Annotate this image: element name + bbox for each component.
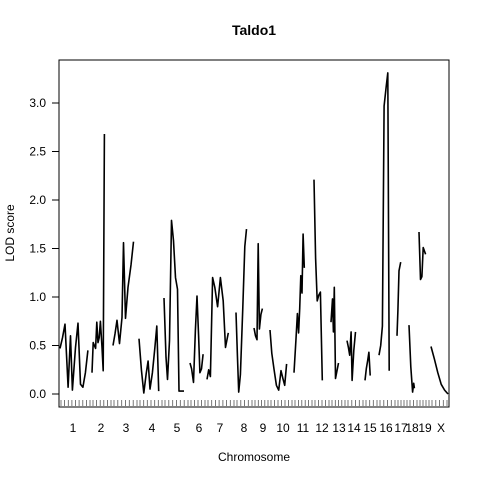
chromosome-label: 16	[379, 421, 393, 435]
chromosome-label: 2	[98, 421, 105, 435]
chromosome-label: 18	[405, 421, 419, 435]
y-tick-label: 2.5	[29, 145, 46, 159]
chromosome-label: 15	[363, 421, 377, 435]
chromosome-label: 6	[196, 421, 203, 435]
chromosome-label: 12	[315, 421, 329, 435]
chromosome-label: 13	[332, 421, 346, 435]
chromosome-label: 11	[297, 421, 310, 435]
y-tick-label: 0.0	[29, 387, 46, 401]
x-axis-label: Chromosome	[218, 450, 290, 464]
chromosome-label: X	[437, 421, 445, 435]
chromosome-label: 5	[174, 421, 181, 435]
chromosome-label: 19	[418, 421, 432, 435]
y-axis-label: LOD score	[3, 204, 17, 262]
y-tick-label: 1.5	[29, 242, 46, 256]
chromosome-label: 7	[217, 421, 224, 435]
chromosome-label: 10	[276, 421, 290, 435]
chromosome-label: 8	[241, 421, 248, 435]
chromosome-label: 1	[70, 421, 77, 435]
chromosome-label: 4	[149, 421, 156, 435]
y-tick-label: 2.0	[29, 193, 46, 207]
chart-title: Taldo1	[232, 22, 276, 38]
chromosome-label: 3	[123, 421, 130, 435]
chromosome-label: 9	[260, 421, 267, 435]
y-tick-label: 3.0	[29, 96, 46, 110]
chromosome-label: 14	[347, 421, 361, 435]
y-tick-label: 1.0	[29, 290, 46, 304]
y-tick-label: 0.5	[29, 339, 46, 353]
